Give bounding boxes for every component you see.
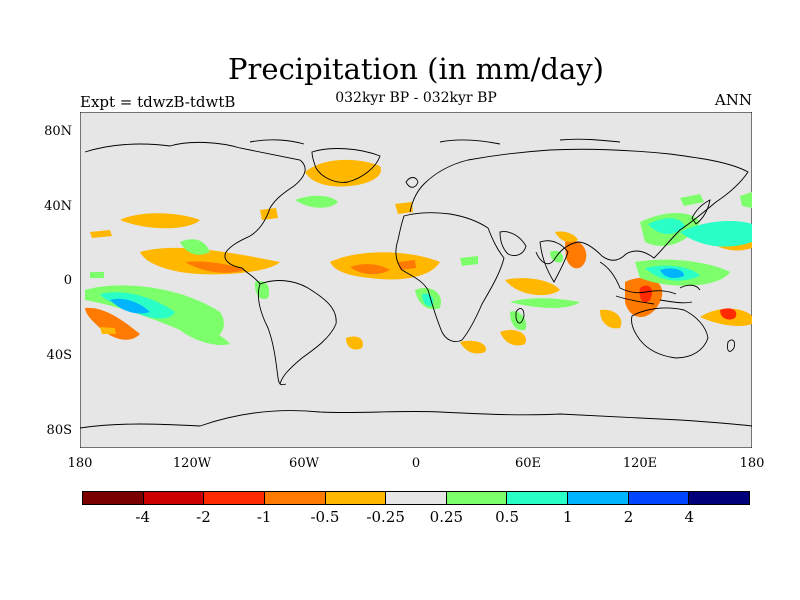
coast-new-zealand <box>727 339 735 352</box>
anomaly-patch <box>505 278 560 296</box>
anomaly-patch <box>680 221 752 247</box>
coast-europe-asia <box>409 148 749 265</box>
coast-australia <box>631 307 709 359</box>
colorbar-tick-label: 0.25 <box>429 508 464 526</box>
lat-label-80n: 80N <box>44 124 72 139</box>
anomaly-patch <box>398 260 416 270</box>
anomaly-patch <box>260 208 278 220</box>
coast-india <box>539 240 569 283</box>
anomaly-patch <box>180 239 210 255</box>
anomaly-patch <box>330 252 440 280</box>
anomaly-patch <box>175 325 230 346</box>
coast-antarctica <box>79 410 753 429</box>
colorbar-swatch <box>83 492 144 504</box>
lon-label-120e: 120E <box>622 456 658 471</box>
coast-madagascar <box>515 308 525 324</box>
anomaly-fields <box>85 159 752 354</box>
colorbar-swatch <box>507 492 569 504</box>
colorbar-tick-label: -4 <box>135 508 151 526</box>
colorbar-swatch <box>386 492 447 504</box>
anomaly-patch <box>90 272 104 278</box>
anomaly-patch <box>600 309 622 329</box>
lon-label-180e: 180 <box>739 456 765 471</box>
anomaly-patch <box>395 202 413 214</box>
coastlines <box>79 138 753 429</box>
colorbar-swatch <box>264 492 326 504</box>
anomaly-patch <box>90 230 112 238</box>
anomaly-patch <box>346 336 363 350</box>
anomaly-patch <box>500 329 526 346</box>
colorbar-tick-label: 0.5 <box>495 508 519 526</box>
colorbar-swatch <box>325 492 387 504</box>
lat-label-40n: 40N <box>44 199 72 214</box>
lon-label-180w: 180 <box>67 456 93 471</box>
anomaly-patch <box>720 308 737 320</box>
anomaly-patch <box>460 256 478 266</box>
season-label: ANN <box>714 91 752 109</box>
lat-label-40s: 40S <box>46 348 72 363</box>
anomaly-patch <box>85 307 140 340</box>
lat-label-80s: 80S <box>46 423 72 438</box>
coast-japan <box>691 199 711 225</box>
colorbar-swatch <box>143 492 205 504</box>
lon-label-60w: 60W <box>289 456 319 471</box>
colorbar-swatch <box>204 492 265 504</box>
anomaly-patch <box>422 293 434 307</box>
map-svg <box>79 111 753 449</box>
anomaly-patch <box>555 231 578 242</box>
chart-subtitle: 032kyr BP - 032kyr BP <box>335 90 497 106</box>
colorbar-tick-label: 4 <box>684 508 695 526</box>
lat-label-0: 0 <box>63 273 72 288</box>
coast-africa <box>395 212 505 343</box>
anomaly-patch <box>460 340 486 354</box>
colorbar-swatch <box>689 492 750 504</box>
coast-indonesia <box>615 284 701 305</box>
colorbar-tick-label: -0.25 <box>366 508 405 526</box>
coast-uk <box>405 177 419 188</box>
anomaly-patch <box>110 298 150 314</box>
anomaly-patch <box>740 192 752 208</box>
anomaly-patch <box>510 311 527 331</box>
colorbar-tick-label: 1 <box>563 508 573 526</box>
colorbar-tick-label: -1 <box>256 508 272 526</box>
colorbar-tick-label: -2 <box>196 508 211 526</box>
colorbar-swatch <box>568 492 629 504</box>
coast-arctic-islands <box>249 138 621 145</box>
colorbar-tick-label: 2 <box>623 508 634 526</box>
lon-label-0: 0 <box>411 456 421 471</box>
coast-south-america-west <box>257 283 287 386</box>
anomaly-patch <box>295 195 338 208</box>
colorbar-tick-label: -0.5 <box>310 508 340 526</box>
coast-south-america <box>259 280 337 385</box>
anomaly-patch <box>565 240 587 269</box>
anomaly-patch <box>120 213 200 229</box>
anomaly-patch <box>100 327 116 334</box>
coast-greenland <box>311 148 381 183</box>
anomaly-patch <box>660 268 685 278</box>
coast-north-america <box>84 141 306 285</box>
colorbar <box>82 491 750 505</box>
colorbar-swatch <box>628 492 690 504</box>
chart-title: Precipitation (in mm/day) <box>228 52 604 86</box>
coast-arabia <box>499 231 527 257</box>
anomaly-patch <box>680 194 704 206</box>
experiment-label: Expt = tdwzB-tdwtB <box>80 93 236 111</box>
anomaly-patch <box>140 247 280 275</box>
anomaly-patch <box>350 264 390 275</box>
precipitation-map <box>79 111 753 449</box>
lon-label-60e: 60E <box>514 456 542 471</box>
anomaly-patch <box>185 261 245 273</box>
anomaly-patch <box>648 218 685 234</box>
anomaly-patch <box>305 159 381 187</box>
lon-label-120w: 120W <box>172 456 212 471</box>
coast-southeast-asia <box>599 261 677 295</box>
colorbar-swatch <box>446 492 508 504</box>
anomaly-patch <box>510 298 580 308</box>
anomaly-patch <box>639 285 653 303</box>
